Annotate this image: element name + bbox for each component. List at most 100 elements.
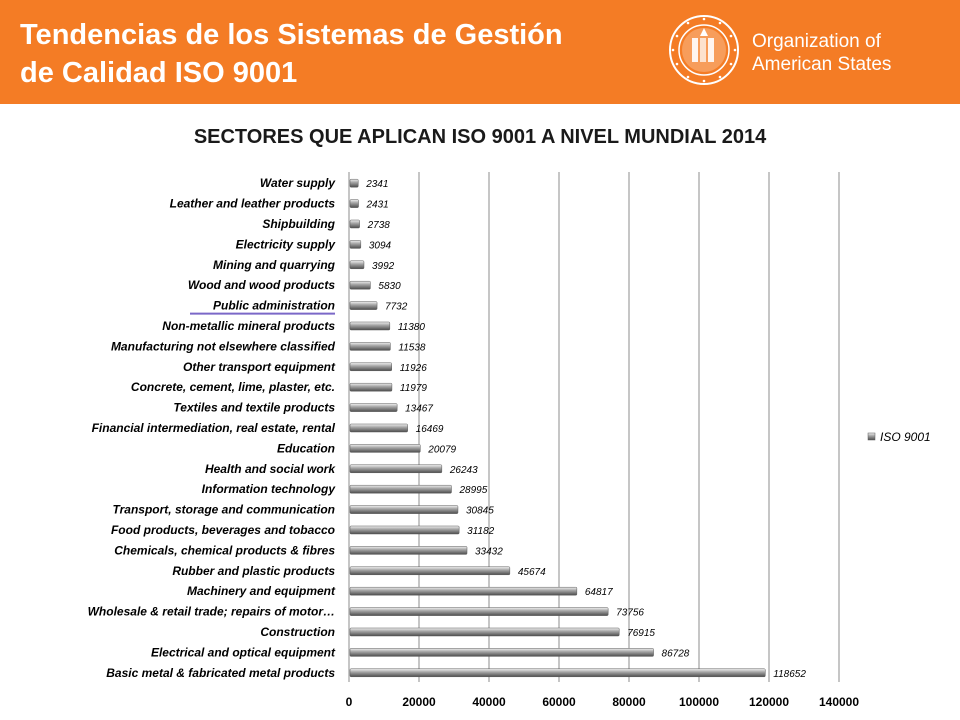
legend-label: ISO 9001 [880, 430, 931, 444]
data-labels: 2341 2431 2738 3094 3992 5830 7732 11380 11538 11… [365, 179, 806, 680]
category-label: Financial intermediation, real estate, r… [92, 421, 336, 435]
data-label: 2341 [365, 179, 388, 190]
bar [349, 219, 360, 229]
x-tick-label: 80000 [612, 695, 646, 709]
bar [349, 607, 609, 616]
data-label: 86728 [662, 648, 690, 659]
x-tick-label: 0 [346, 695, 353, 709]
data-label: 16469 [416, 424, 444, 435]
x-tick-label: 120000 [749, 695, 789, 709]
bar [349, 362, 392, 372]
data-label: 11926 [400, 363, 428, 374]
data-label: 30845 [466, 506, 494, 517]
bar-chart: Water supply Leather and leather products… [88, 172, 931, 709]
gridlines [348, 172, 840, 682]
x-tick-label: 20000 [402, 695, 436, 709]
category-label: Non-metallic mineral products [162, 319, 335, 333]
data-label: 2738 [367, 220, 391, 231]
x-tick-label: 100000 [679, 695, 719, 709]
category-label: Manufacturing not elsewhere classified [111, 339, 336, 353]
x-axis-ticks: 0 20000 40000 60000 80000 100000 120000 140000 [346, 695, 860, 709]
category-label: Rubber and plastic products [172, 564, 335, 578]
category-label: Machinery and equipment [187, 584, 336, 598]
data-label: 31182 [467, 526, 495, 537]
category-label: Leather and leather products [170, 197, 336, 211]
data-label: 118652 [773, 669, 806, 680]
bar [349, 525, 460, 535]
org-line-2: American States [752, 54, 892, 75]
data-label: 11380 [398, 322, 426, 333]
chart-title: SECTORES QUE APLICAN ISO 9001 A NIVEL MU… [193, 126, 767, 148]
data-label: 7732 [385, 302, 408, 313]
category-label: Basic metal & fabricated metal products [106, 666, 335, 680]
bar [349, 403, 398, 412]
bar [349, 260, 365, 270]
category-label: Information technology [202, 482, 337, 496]
data-label: 73756 [616, 608, 644, 619]
data-label: 20079 [427, 444, 456, 455]
organization-name: Organization of American States [752, 30, 891, 76]
x-tick-label: 60000 [542, 695, 576, 709]
header-banner: Tendencias de los Sistemas de Gestión de… [0, 0, 960, 104]
category-label: Food products, beverages and tobacco [111, 523, 335, 537]
category-label: Concrete, cement, lime, plaster, etc. [131, 380, 335, 394]
bar [349, 464, 443, 474]
category-label: Water supply [260, 176, 336, 190]
data-label: 13467 [405, 404, 433, 415]
bar [349, 199, 359, 208]
bar [349, 444, 421, 453]
x-tick-label: 40000 [472, 695, 506, 709]
bar [349, 505, 459, 514]
category-label: Construction [260, 625, 335, 639]
data-label: 3992 [372, 261, 395, 272]
bar [349, 668, 766, 678]
bar [349, 342, 391, 351]
data-label: 76915 [627, 628, 655, 639]
category-label: Other transport equipment [183, 360, 336, 374]
category-label: Chemicals, chemical products & fibres [114, 543, 335, 557]
data-label: 11979 [400, 383, 428, 394]
bar [349, 566, 511, 576]
data-label: 33432 [475, 546, 503, 557]
bar [349, 280, 371, 290]
bar [349, 423, 408, 433]
category-labels: Water supply Leather and leather products… [88, 176, 337, 680]
bar [349, 546, 468, 555]
data-label: 3094 [369, 240, 392, 251]
data-label: 28995 [458, 485, 487, 496]
category-label: Wholesale & retail trade; repairs of mot… [88, 605, 335, 619]
bar [349, 240, 362, 249]
data-label: 26243 [449, 465, 478, 476]
bar [349, 484, 452, 494]
data-label: 45674 [518, 567, 546, 578]
category-label: Transport, storage and communication [113, 503, 335, 517]
bar [349, 321, 391, 331]
org-line-1: Organization of [752, 31, 881, 52]
legend-swatch [867, 432, 876, 441]
data-label: 5830 [378, 281, 401, 292]
category-label: Mining and quarrying [213, 258, 336, 272]
category-label: Shipbuilding [262, 217, 335, 231]
oas-seal-icon [669, 15, 739, 85]
bar [349, 301, 378, 310]
x-tick-label: 140000 [819, 695, 859, 709]
data-label: 64817 [585, 587, 613, 598]
title-line-2: de Calidad ISO 9001 [20, 57, 298, 89]
bars [349, 178, 766, 678]
bar [349, 586, 578, 596]
category-label: Public administration [213, 299, 335, 313]
page-title: Tendencias de los Sistemas de Gestión de… [20, 16, 660, 92]
bar [349, 178, 359, 188]
bar [349, 627, 620, 637]
category-label: Electricity supply [236, 237, 337, 251]
bar [349, 648, 654, 657]
bar [349, 382, 393, 392]
legend: ISO 9001 [867, 430, 931, 444]
title-line-1: Tendencias de los Sistemas de Gestión [20, 19, 563, 51]
category-label: Health and social work [205, 462, 336, 476]
data-label: 11538 [398, 342, 426, 353]
data-label: 2431 [366, 200, 389, 211]
category-label: Education [277, 441, 335, 455]
category-label: Electrical and optical equipment [151, 645, 336, 659]
category-label: Textiles and textile products [173, 401, 335, 415]
